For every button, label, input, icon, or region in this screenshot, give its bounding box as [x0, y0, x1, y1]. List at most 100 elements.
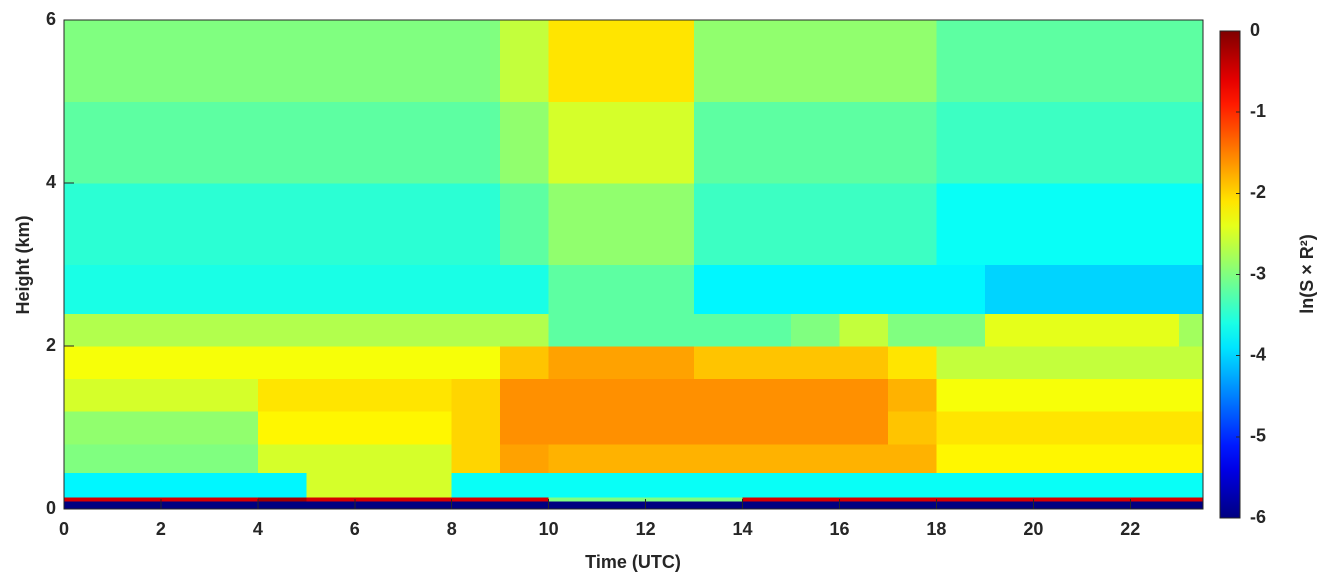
heat-cell [306, 496, 356, 502]
heat-cell [1033, 472, 1083, 498]
x-tick-label: 20 [1023, 519, 1043, 539]
heat-cell [936, 183, 986, 265]
heat-cell [257, 411, 307, 445]
heat-cell [209, 264, 259, 314]
heat-cell [548, 264, 598, 314]
heat-cell [887, 183, 937, 265]
heat-cell [160, 496, 210, 502]
heat-cell [1033, 313, 1083, 347]
heat-cell [1081, 378, 1131, 412]
heat-cell [597, 101, 647, 184]
heat-cell [209, 378, 259, 412]
heat-cell [694, 411, 744, 445]
heat-cell [403, 472, 453, 498]
heat-cell [839, 411, 889, 445]
heat-cell [209, 346, 259, 380]
heat-cell [597, 346, 647, 380]
heat-cell [209, 443, 259, 473]
heat-cell [451, 496, 501, 502]
heat-cell [791, 264, 840, 314]
heat-cell [791, 20, 840, 102]
heat-cell [597, 183, 647, 265]
heat-cell [1178, 378, 1204, 412]
heat-cell [1130, 472, 1180, 498]
heat-cell [1130, 183, 1180, 265]
x-tick-label: 6 [350, 519, 360, 539]
heat-cell [160, 264, 210, 314]
heat-cell [1130, 443, 1180, 473]
heat-cell [887, 496, 937, 502]
heat-cell [548, 411, 598, 445]
heat-cell [112, 101, 162, 184]
heat-cell [887, 313, 937, 347]
heat-cell [112, 443, 162, 473]
heat-cell [645, 183, 695, 265]
heat-cell [403, 313, 453, 347]
heat-cell [403, 101, 453, 184]
heat-cell [1178, 264, 1204, 314]
heat-cell [403, 183, 453, 265]
heat-cell [403, 411, 453, 445]
heat-cell [451, 313, 501, 347]
x-tick-label: 22 [1120, 519, 1140, 539]
heat-cell [209, 20, 259, 102]
heat-cell [1081, 496, 1131, 502]
heat-cell [1178, 472, 1204, 498]
heat-cell [839, 101, 889, 184]
heat-cell [791, 101, 840, 184]
heat-cell [306, 472, 356, 498]
heat-cell [694, 20, 744, 102]
heat-cell [984, 472, 1034, 498]
heat-cell [548, 346, 598, 380]
heat-cell [742, 264, 792, 314]
heat-cell [742, 183, 792, 265]
heat-cell [839, 378, 889, 412]
x-tick-label: 14 [733, 519, 753, 539]
x-tick-label: 12 [636, 519, 656, 539]
heat-cell [354, 20, 404, 102]
heat-cell [645, 20, 695, 102]
y-axis-label: Height (km) [13, 215, 33, 314]
heat-cell [742, 500, 792, 510]
heat-cell [112, 20, 162, 102]
heat-cell [160, 183, 210, 265]
heat-cell [742, 346, 792, 380]
heat-cell [306, 183, 356, 265]
heat-cell [112, 264, 162, 314]
heat-cell [1178, 183, 1204, 265]
heat-cell [64, 378, 113, 412]
heat-cell [645, 264, 695, 314]
heat-cell [1130, 20, 1180, 102]
heat-cell [1033, 443, 1083, 473]
heat-cell [1130, 378, 1180, 412]
heat-cell [500, 101, 550, 184]
heat-cell [64, 264, 113, 314]
heat-cell [984, 20, 1034, 102]
heat-cell [64, 411, 113, 445]
heat-cell [548, 183, 598, 265]
heat-cell [694, 472, 744, 498]
heat-cell [306, 500, 356, 510]
heat-cell [500, 378, 550, 412]
heat-cell [64, 443, 113, 473]
x-axis-label: Time (UTC) [585, 552, 681, 572]
heat-cell [694, 183, 744, 265]
heat-cell [936, 500, 986, 510]
heat-cell [451, 411, 501, 445]
heat-cell [112, 378, 162, 412]
heat-cell [742, 378, 792, 412]
heat-cell [64, 500, 113, 510]
heat-cell [1081, 101, 1131, 184]
x-tick-label: 4 [253, 519, 263, 539]
heat-cell [1081, 346, 1131, 380]
heat-cell [451, 101, 501, 184]
heat-cell [354, 496, 404, 502]
heat-cell [354, 443, 404, 473]
heat-cell [645, 411, 695, 445]
heat-cell [839, 264, 889, 314]
heat-cell [354, 346, 404, 380]
heat-cell [500, 496, 550, 502]
heat-cell [451, 346, 501, 380]
heat-cell [112, 500, 162, 510]
heat-cell [1178, 101, 1204, 184]
